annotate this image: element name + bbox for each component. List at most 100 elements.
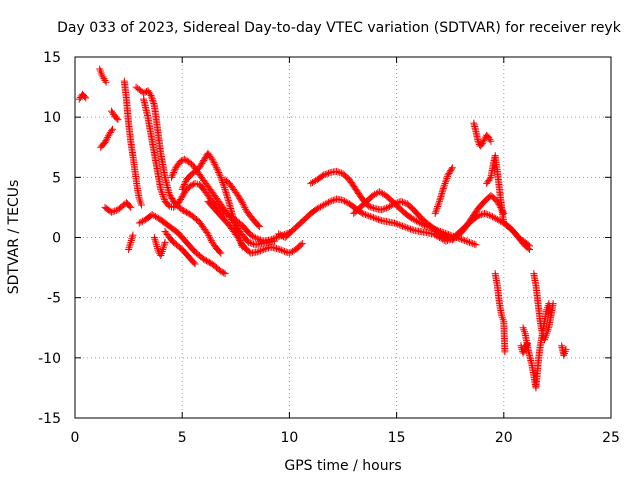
data-point — [431, 231, 439, 239]
x-tick-label: 10 — [280, 430, 298, 446]
data-point — [197, 161, 205, 169]
series-t13 — [167, 155, 278, 249]
data-point — [99, 73, 107, 81]
data-point — [151, 235, 159, 243]
data-point — [443, 174, 451, 182]
data-point — [171, 165, 179, 173]
data-point — [101, 76, 109, 84]
data-point — [493, 215, 501, 223]
x-tick-label: 25 — [602, 430, 620, 446]
data-point — [114, 116, 122, 124]
data-point — [147, 92, 155, 100]
data-point — [277, 246, 285, 254]
data-point — [234, 191, 242, 199]
data-point — [126, 240, 134, 248]
data-point — [190, 259, 198, 267]
data-point — [254, 221, 262, 229]
data-point — [489, 213, 497, 221]
data-point — [82, 94, 90, 102]
data-point — [308, 178, 316, 186]
data-point — [160, 196, 168, 204]
data-point — [168, 195, 176, 203]
data-point — [307, 179, 315, 187]
data-point — [237, 238, 245, 246]
data-point — [467, 239, 475, 247]
data-point — [379, 190, 387, 198]
data-point — [381, 205, 389, 213]
series-t15 — [204, 197, 306, 257]
data-point — [98, 71, 106, 79]
x-tick-label: 15 — [388, 430, 406, 446]
data-point — [150, 234, 158, 241]
data-point — [253, 235, 261, 243]
series-t20 — [431, 164, 456, 217]
data-point — [216, 248, 224, 256]
data-point — [318, 172, 326, 180]
data-point — [316, 203, 324, 211]
data-point — [217, 175, 225, 183]
data-point — [209, 157, 217, 165]
data-point — [248, 240, 256, 248]
data-point — [154, 244, 162, 252]
data-point — [429, 224, 437, 232]
data-point — [239, 200, 247, 208]
data-point — [109, 125, 117, 133]
data-point — [127, 203, 135, 211]
data-point — [336, 169, 344, 177]
data-point — [430, 225, 438, 233]
data-point — [276, 246, 284, 254]
data-point — [397, 197, 405, 205]
data-point — [437, 227, 445, 235]
data-point — [432, 206, 440, 214]
data-point — [235, 235, 243, 243]
data-point — [431, 209, 439, 217]
data-point — [241, 204, 249, 212]
data-point — [253, 248, 261, 256]
data-point — [169, 170, 177, 178]
data-point — [432, 232, 440, 240]
data-point — [398, 198, 406, 206]
data-point — [374, 215, 382, 223]
data-point — [206, 233, 214, 241]
data-point — [273, 234, 281, 241]
data-point — [180, 207, 188, 215]
data-point — [434, 203, 442, 211]
data-point — [368, 213, 376, 221]
data-point — [157, 185, 165, 193]
data-point — [154, 246, 162, 254]
data-point — [329, 196, 337, 204]
data-point — [416, 219, 424, 227]
data-point — [474, 137, 482, 145]
y-tick-label: -10 — [38, 351, 61, 367]
data-point — [397, 221, 405, 229]
data-point — [320, 171, 328, 179]
data-point — [462, 237, 470, 245]
data-point — [205, 232, 213, 240]
data-point — [495, 216, 503, 224]
data-point — [178, 206, 186, 214]
data-point — [371, 214, 379, 222]
data-point — [469, 240, 477, 248]
data-point — [448, 232, 456, 240]
data-point — [522, 343, 530, 351]
data-point — [310, 178, 318, 186]
data-point — [297, 241, 305, 249]
data-point — [107, 127, 115, 135]
data-point — [196, 162, 204, 170]
series-t6 — [120, 77, 145, 209]
data-point — [201, 256, 209, 264]
data-point — [184, 209, 192, 217]
data-point — [400, 199, 408, 207]
data-point — [526, 242, 534, 250]
data-point — [200, 255, 208, 263]
data-point — [275, 230, 283, 238]
data-point — [237, 196, 245, 204]
series-t23 — [491, 270, 509, 356]
data-point — [409, 215, 417, 223]
data-point — [384, 203, 392, 211]
data-point — [276, 231, 284, 239]
data-point — [168, 172, 176, 180]
data-point — [167, 173, 175, 181]
data-point — [187, 182, 195, 190]
y-tick-label: -5 — [47, 291, 61, 307]
